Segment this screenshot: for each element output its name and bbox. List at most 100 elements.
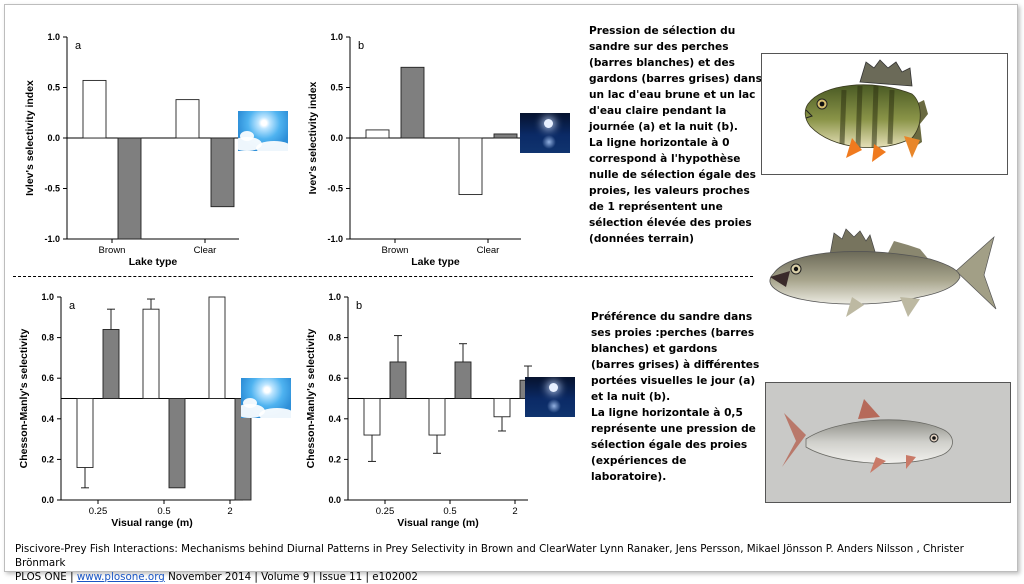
x-axis-label: Visual range (m) xyxy=(397,517,479,529)
description-line: un lac d'eau brune et un lac xyxy=(589,89,756,101)
description-line: sandre sur des perches xyxy=(589,41,729,53)
description-line: proies, les valeurs proches xyxy=(589,185,750,197)
x-tick-label: Brown xyxy=(382,245,409,256)
bar-white-perch xyxy=(82,79,107,139)
y-tick-label: 0.4 xyxy=(41,414,54,424)
x-tick-label: 0.5 xyxy=(157,506,170,517)
chart-top-a: 1.0 0.5 0.0 -0.5 -1.0 a Brown Clear Lake type Ivl… xyxy=(24,32,239,268)
description-line: Préférence du sandre dans xyxy=(591,311,753,323)
x-tick-label: 0.5 xyxy=(443,506,456,517)
description-line: et la nuit (b). xyxy=(591,391,671,403)
chart-bottom-a: 1.0 0.8 0.6 0.4 0.2 0.0 a 0.25 0.5 2 Visual range … xyxy=(18,292,252,529)
description-line: (barres grises) à différentes xyxy=(591,359,760,371)
bar-white-perch xyxy=(493,398,511,418)
bar-white-perch xyxy=(363,398,381,436)
section-divider xyxy=(13,276,753,277)
description-line: La ligne horizontale à 0,5 xyxy=(591,407,743,419)
description-line: gardons (barres grises) dans xyxy=(589,73,762,85)
bar-grey-roach xyxy=(493,133,518,139)
chart-top-b: 1.0 0.5 0.0 -0.5 -1.0 b Brown Clear Lake type Ive… xyxy=(307,32,521,268)
journal-name: PLOS ONE | xyxy=(15,571,77,583)
y-tick-label: 0.6 xyxy=(41,373,54,383)
x-tick-label: Clear xyxy=(477,245,500,256)
y-tick-label: 0.5 xyxy=(47,83,60,93)
perch-fish-image xyxy=(761,53,1008,175)
sunny-sky-icon xyxy=(238,111,288,151)
description-line: d'eau claire pendant la xyxy=(589,105,727,117)
bar-grey-roach xyxy=(389,361,407,399)
y-tick-label: -1.0 xyxy=(44,234,60,244)
bar-white-perch xyxy=(365,129,390,139)
description-line: journée (a) et la nuit (b). xyxy=(589,121,738,133)
x-tick-label: 2 xyxy=(227,506,232,517)
x-tick-label: 0.25 xyxy=(376,506,395,517)
description-line: correspond à l'hypothèse xyxy=(589,153,741,165)
y-axis-label: Ivev's selectivity index xyxy=(307,81,319,194)
chart-bottom-b: 1.0 0.8 0.6 0.4 0.2 0.0 b 0.25 0.5 2 Visual range … xyxy=(305,292,537,529)
bar-grey-roach xyxy=(168,398,186,489)
x-tick-label: 2 xyxy=(512,506,517,517)
description-line: (expériences de xyxy=(591,455,687,467)
bar-white-perch xyxy=(208,296,226,399)
y-axis-label: Ivlev's selectivity index xyxy=(24,80,36,196)
y-tick-label: 1.0 xyxy=(330,32,343,42)
description-lab-data: Préférence du sandre dans ses proies :per… xyxy=(591,309,759,485)
y-axis-label: Chesson-Manly's selectivity xyxy=(305,329,317,469)
citation-journal-line: PLOS ONE | www.plosone.org November 2014… xyxy=(15,570,1017,584)
zander-fish-image xyxy=(760,221,1010,326)
description-line: ses proies :perches (barres xyxy=(591,327,755,339)
panel-label: b xyxy=(356,300,362,312)
x-axis-label: Lake type xyxy=(411,256,460,268)
slide: 1.0 0.5 0.0 -0.5 -1.0 a Brown Clear Lake type Ivl… xyxy=(4,4,1018,583)
description-line: de 1 représentent une xyxy=(589,201,723,213)
x-tick-label: Brown xyxy=(99,245,126,256)
y-tick-label: 0.0 xyxy=(328,495,341,505)
y-tick-label: 1.0 xyxy=(47,32,60,42)
description-line: (données terrain) xyxy=(589,233,695,245)
roach-fish-image xyxy=(765,382,1011,503)
y-tick-label: 0.6 xyxy=(328,373,341,383)
bar-white-perch xyxy=(142,308,160,399)
y-tick-label: -1.0 xyxy=(327,234,343,244)
y-tick-label: -0.5 xyxy=(44,184,60,194)
bar-grey-roach xyxy=(400,66,425,139)
x-tick-label: 0.25 xyxy=(89,506,108,517)
citation-footer: Piscivore-Prey Fish Interactions: Mechan… xyxy=(15,542,1017,584)
description-line: laboratoire). xyxy=(591,471,667,483)
description-line: blanches) et gardons xyxy=(591,343,718,355)
issue-info: November 2014 | Volume 9 | Issue 11 | e1… xyxy=(164,571,418,583)
bar-white-perch xyxy=(428,398,446,436)
y-tick-label: 0.2 xyxy=(41,454,54,464)
description-line: (barres blanches) et des xyxy=(589,57,735,69)
y-axis-label: Chesson-Manly's selectivity xyxy=(18,329,30,469)
bar-grey-roach xyxy=(102,329,120,399)
night-moon-icon xyxy=(520,113,570,153)
y-tick-label: 0.2 xyxy=(328,454,341,464)
panel-label: a xyxy=(75,40,82,52)
description-line: sélection égale des proies xyxy=(591,439,748,451)
x-axis-label: Visual range (m) xyxy=(111,517,193,529)
bar-white-perch xyxy=(76,398,94,468)
plos-link[interactable]: www.plosone.org xyxy=(76,571,165,583)
description-line: sélection élevée des proies xyxy=(589,217,752,229)
y-tick-label: -0.5 xyxy=(327,184,343,194)
y-tick-label: 0.8 xyxy=(41,333,54,343)
y-tick-label: 0.0 xyxy=(47,133,60,143)
sunny-sky-icon xyxy=(241,378,291,418)
panel-label: a xyxy=(69,300,76,312)
description-line: représente une pression de xyxy=(591,423,756,435)
citation-title: Piscivore-Prey Fish Interactions: Mechan… xyxy=(15,543,964,569)
description-line: Pression de sélection du xyxy=(589,25,736,37)
description-line: nulle de sélection égale des xyxy=(589,169,756,181)
y-tick-label: 0.8 xyxy=(328,333,341,343)
y-tick-label: 1.0 xyxy=(41,292,54,302)
y-tick-label: 1.0 xyxy=(328,292,341,302)
y-tick-label: 0.0 xyxy=(41,495,54,505)
y-tick-label: 0.0 xyxy=(330,133,343,143)
description-line: portées visuelles le jour (a) xyxy=(591,375,756,387)
bar-white-perch xyxy=(175,99,200,139)
description-field-data: Pression de sélection du sandre sur des p… xyxy=(589,23,762,247)
y-tick-label: 0.5 xyxy=(330,83,343,93)
bar-grey-roach xyxy=(210,137,235,208)
night-moon-icon xyxy=(525,377,575,417)
